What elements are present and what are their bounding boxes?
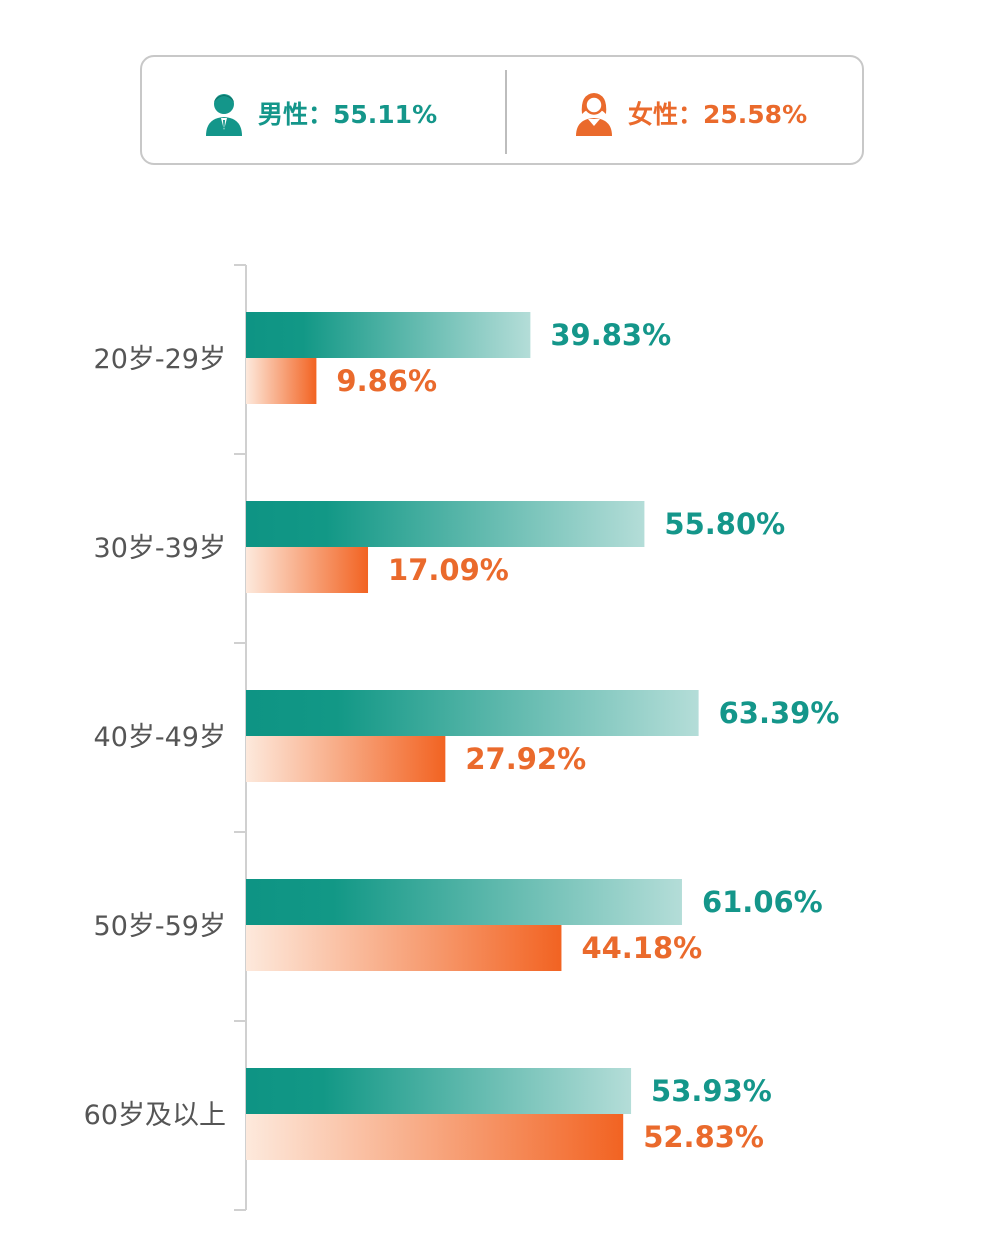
male-value-label: 63.39%: [719, 696, 840, 730]
male-bar: [246, 879, 682, 925]
male-bar: [246, 312, 531, 358]
legend-female: 女性：25.58%: [574, 89, 807, 137]
legend-male-label: 男性：55.11%: [258, 100, 438, 129]
legend-male: 男性：55.11%: [204, 89, 437, 137]
female-value-label: 27.92%: [465, 742, 586, 776]
female-value-label: 44.18%: [581, 931, 702, 965]
legend-box: 男性：55.11% 女性：25.58%: [140, 55, 864, 165]
female-value-label: 17.09%: [388, 553, 509, 587]
female-value-label: 52.83%: [643, 1120, 764, 1154]
male-value-label: 55.80%: [664, 507, 785, 541]
category-label: 50岁-59岁: [94, 911, 226, 942]
female-bar: [246, 925, 562, 971]
female-person-icon: [576, 93, 612, 136]
female-bar: [246, 358, 317, 404]
male-bar: [246, 501, 645, 547]
male-bar: [246, 690, 699, 736]
legend-divider: [505, 70, 507, 154]
female-value-label: 9.86%: [336, 364, 437, 398]
female-bar: [246, 736, 446, 782]
category-label: 40岁-49岁: [94, 722, 226, 753]
male-value-label: 61.06%: [702, 885, 823, 919]
male-person-icon: [206, 94, 242, 136]
female-bar: [246, 1114, 624, 1160]
male-value-label: 39.83%: [550, 318, 671, 352]
category-label: 20岁-29岁: [94, 344, 226, 375]
category-label: 30岁-39岁: [94, 533, 226, 564]
legend-female-label: 女性：25.58%: [628, 100, 808, 129]
male-bar: [246, 1068, 632, 1114]
category-label: 60岁及以上: [84, 1100, 226, 1131]
male-value-label: 53.93%: [651, 1074, 772, 1108]
female-bar: [246, 547, 369, 593]
